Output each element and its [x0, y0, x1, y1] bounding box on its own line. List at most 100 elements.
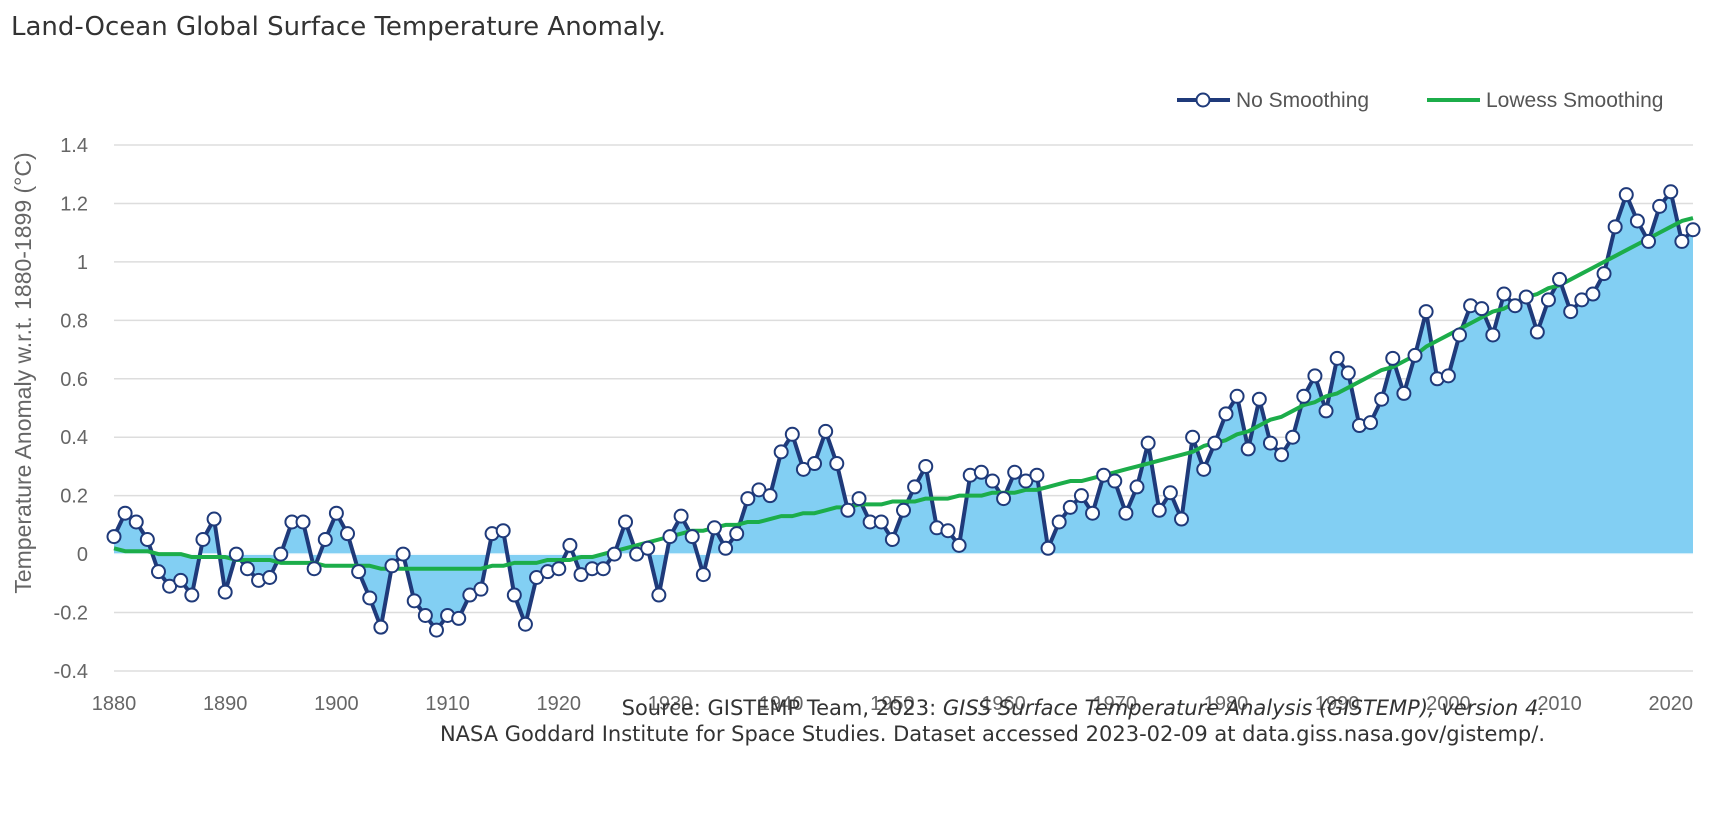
data-point[interactable]	[551, 561, 567, 577]
data-point[interactable]	[1674, 233, 1690, 249]
data-point[interactable]	[1652, 198, 1668, 214]
data-point[interactable]	[473, 581, 489, 597]
data-point[interactable]	[1407, 347, 1423, 363]
legend-item-lowess-smoothing[interactable]: Lowess Smoothing	[1427, 89, 1663, 112]
data-point[interactable]	[918, 458, 934, 474]
data-point[interactable]	[1218, 406, 1234, 422]
data-point[interactable]	[306, 561, 322, 577]
data-point[interactable]	[1396, 385, 1412, 401]
data-point[interactable]	[1185, 429, 1201, 445]
data-point[interactable]	[1440, 368, 1456, 384]
data-point[interactable]	[340, 526, 356, 542]
data-point[interactable]	[1285, 429, 1301, 445]
data-point[interactable]	[684, 529, 700, 545]
data-point[interactable]	[1596, 266, 1612, 282]
data-point[interactable]	[1062, 499, 1078, 515]
legend-item-no-smoothing[interactable]: No Smoothing	[1177, 89, 1369, 112]
data-point[interactable]	[1274, 447, 1290, 463]
data-point[interactable]	[1685, 222, 1701, 238]
data-point[interactable]	[1663, 184, 1679, 200]
data-point[interactable]	[273, 546, 289, 562]
data-point[interactable]	[1007, 464, 1023, 480]
data-point[interactable]	[1207, 435, 1223, 451]
data-point[interactable]	[651, 587, 667, 603]
data-point[interactable]	[562, 537, 578, 553]
data-point[interactable]	[1262, 435, 1278, 451]
data-point[interactable]	[1118, 505, 1134, 521]
data-point[interactable]	[1340, 365, 1356, 381]
data-point[interactable]	[1085, 505, 1101, 521]
data-point[interactable]	[262, 569, 278, 585]
data-point[interactable]	[1318, 403, 1334, 419]
data-point[interactable]	[117, 505, 133, 521]
data-point[interactable]	[662, 529, 678, 545]
data-point[interactable]	[1585, 286, 1601, 302]
data-point[interactable]	[106, 529, 122, 545]
data-point[interactable]	[1629, 213, 1645, 229]
data-point[interactable]	[618, 514, 634, 530]
data-point[interactable]	[840, 502, 856, 518]
data-point[interactable]	[1051, 514, 1067, 530]
data-point[interactable]	[595, 561, 611, 577]
data-point[interactable]	[984, 473, 1000, 489]
data-point[interactable]	[150, 564, 166, 580]
data-point[interactable]	[1418, 304, 1434, 320]
data-point[interactable]	[139, 532, 155, 547]
data-point[interactable]	[896, 502, 911, 518]
data-point[interactable]	[373, 619, 389, 635]
data-point[interactable]	[451, 610, 467, 626]
data-point[interactable]	[851, 491, 867, 507]
data-point[interactable]	[940, 523, 956, 539]
data-point[interactable]	[1474, 301, 1490, 317]
data-point[interactable]	[973, 464, 989, 480]
data-point[interactable]	[907, 479, 923, 495]
data-point[interactable]	[1329, 350, 1345, 366]
data-point[interactable]	[1529, 324, 1545, 340]
data-point[interactable]	[640, 540, 656, 556]
data-point[interactable]	[384, 558, 400, 574]
data-point[interactable]	[873, 514, 889, 530]
data-point[interactable]	[829, 456, 845, 472]
data-point[interactable]	[1540, 292, 1556, 308]
data-point[interactable]	[884, 532, 900, 547]
data-point[interactable]	[295, 514, 311, 530]
data-point[interactable]	[1240, 441, 1256, 457]
data-point[interactable]	[606, 546, 622, 562]
data-point[interactable]	[1029, 467, 1045, 483]
data-point[interactable]	[1507, 298, 1523, 314]
data-point[interactable]	[406, 593, 422, 609]
data-point[interactable]	[1140, 435, 1156, 451]
data-point[interactable]	[1107, 473, 1123, 489]
data-point[interactable]	[328, 505, 344, 521]
data-point[interactable]	[729, 526, 745, 542]
data-point[interactable]	[1485, 327, 1501, 343]
data-point[interactable]	[173, 572, 189, 588]
data-point[interactable]	[1307, 368, 1323, 384]
data-point[interactable]	[1129, 479, 1145, 495]
data-point[interactable]	[195, 532, 211, 547]
data-point[interactable]	[695, 567, 711, 583]
data-point[interactable]	[1363, 415, 1379, 431]
data-point[interactable]	[1451, 327, 1467, 343]
data-point[interactable]	[506, 587, 522, 603]
data-point[interactable]	[217, 584, 233, 600]
data-point[interactable]	[1151, 502, 1167, 518]
data-point[interactable]	[239, 561, 255, 577]
data-point[interactable]	[351, 564, 367, 580]
data-point[interactable]	[517, 616, 533, 632]
data-point[interactable]	[228, 546, 244, 562]
data-point[interactable]	[784, 426, 800, 442]
data-point[interactable]	[495, 523, 511, 539]
data-point[interactable]	[1518, 289, 1534, 305]
data-point[interactable]	[206, 511, 222, 527]
legend[interactable]: No Smoothing Lowess Smoothing	[1177, 89, 1663, 112]
data-point[interactable]	[818, 423, 834, 439]
data-point[interactable]	[673, 508, 689, 524]
data-point[interactable]	[184, 587, 200, 603]
data-point[interactable]	[128, 514, 144, 530]
data-point[interactable]	[395, 546, 411, 562]
data-point[interactable]	[706, 520, 722, 536]
data-point[interactable]	[1641, 233, 1657, 249]
data-point[interactable]	[1385, 350, 1401, 366]
data-point[interactable]	[740, 491, 756, 507]
